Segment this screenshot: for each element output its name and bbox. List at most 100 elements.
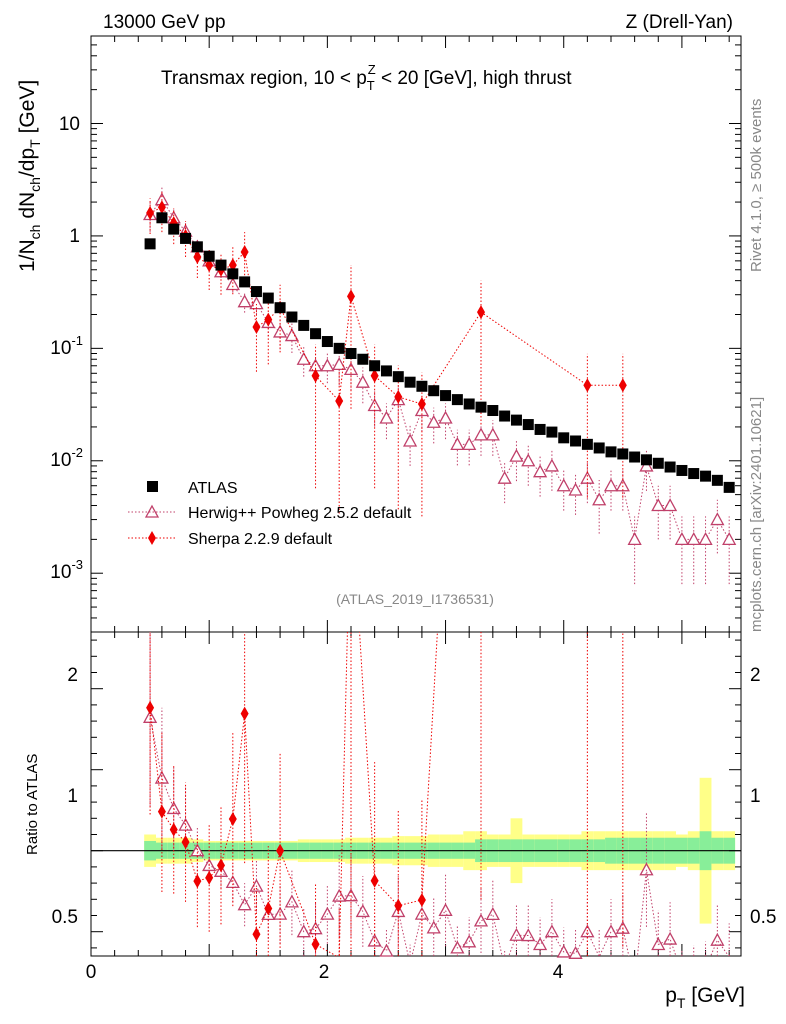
herwig-ratio-point [438,903,453,917]
legend-label-atlas: ATLAS [188,480,238,497]
sherpa-point [618,378,627,393]
sherpa-point [240,244,249,259]
x-tick-label-2: 2 [319,962,330,983]
sherpa-ratio-point [181,835,190,850]
ratio-tick-1-right: 1 [750,786,761,807]
ratio-tick-0.5-right: 0.5 [750,907,776,928]
atlas-point [688,468,700,480]
y-tick-1e-3-exp: -3 [71,557,83,572]
atlas-point [333,342,345,354]
atlas-point [286,311,298,323]
legend-marker-sherpa [148,531,156,545]
sherpa-point [264,312,273,327]
atlas-point [321,336,333,348]
ylabel-part1: 1/N [16,239,39,272]
atlas-point [629,451,641,463]
ratio-tick-1-left: 1 [67,786,78,807]
herwig-point [284,328,300,342]
sherpa-ratio-point [240,706,249,721]
sherpa-point [146,205,155,220]
data-markers [142,186,737,959]
ylabel-sub1: ch [27,225,43,240]
atlas-point [357,353,369,365]
herwig-ratio-point [166,801,181,815]
sherpa-ratio-point [276,843,285,858]
ratio-plot-frame [90,631,742,957]
herwig-point [722,532,737,546]
atlas-point [451,394,463,406]
ylabel-sub2: ch [27,177,43,192]
herwig-point [627,532,642,546]
legend-marker-herwig [144,504,160,518]
herwig-point [662,498,678,512]
herwig-point [639,458,654,472]
atlas-point [191,241,203,253]
y-tick-1e-2-exp: -2 [71,445,83,460]
main-y-axis-label: 1/Nch dNch/dpT [GeV] [16,80,43,272]
atlas-point [605,446,617,458]
atlas-point [499,410,511,422]
ratio-tick-0.5-left: 0.5 [52,907,78,928]
atlas-point [156,212,168,224]
herwig-point [686,532,701,546]
atlas-point [723,481,735,493]
header-right-label: Z (Drell-Yan) [626,12,733,33]
sherpa-ratio-point [193,874,202,889]
herwig-point [320,358,335,372]
mcplots-label: mcplots.cern.ch [arXiv:2401.10621] [748,397,765,632]
y-tick-label-1e-3: 10-3 [50,557,83,583]
atlas-point [369,360,381,372]
plot-title-post: < 20 [GeV], high thrust [376,68,573,89]
atlas-point [380,365,392,377]
atlas-point [392,371,404,383]
sherpa-point [394,389,403,404]
atlas-point [239,276,251,288]
herwig-point [651,498,666,512]
herwig-ratio-point [379,943,394,957]
herwig-point [367,398,382,412]
herwig-point [603,478,619,492]
atlas-point [440,390,452,402]
atlas-point [617,448,629,460]
atlas-point [700,470,712,482]
y-tick-1e-1-base: 10 [50,338,71,359]
sherpa-ratio-point [311,937,320,952]
y-tick-label-1e-1: 10-1 [50,333,83,359]
atlas-point [404,376,416,388]
atlas-point [558,432,570,444]
ratio-y-axis-label: Ratio to ATLAS [24,754,41,855]
sherpa-point [252,319,261,334]
atlas-point [581,438,593,450]
analysis-id-label: (ATLAS_2019_I1736531) [336,591,494,607]
sherpa-ratio-point [157,804,166,819]
xlabel-sub: T [677,995,686,1011]
y-tick-1e-3-base: 10 [50,562,71,583]
herwig-point [379,410,394,424]
herwig-ratio-point [532,937,548,951]
y-tick-1e-1-exp: -1 [71,333,83,348]
atlas-point [310,328,322,340]
y-tick-1e-2-base: 10 [50,450,71,471]
plot-title-sup: Z [368,62,376,77]
atlas-point [168,223,180,235]
xlabel-unit: [GeV] [685,984,745,1007]
atlas-point [203,250,215,262]
atlas-point [463,398,475,410]
atlas-point [416,380,428,392]
herwig-point [544,458,560,472]
sherpa-point [347,289,355,304]
xlabel-main: p [665,984,677,1007]
x-tick-label-4: 4 [553,962,564,983]
herwig-point [485,427,500,441]
herwig-ratio-point [603,924,619,938]
sherpa-point [417,396,426,411]
atlas-point [593,442,605,454]
atlas-point [428,385,440,397]
atlas-point [345,347,357,359]
ylabel-part3: /dp [16,148,39,177]
atlas-point [487,405,499,417]
plot-title-pre: Transmax region, 10 < p [161,68,367,89]
legend-marker-atlas [147,481,158,492]
herwig-main-line [149,198,730,540]
atlas-point [546,426,558,438]
